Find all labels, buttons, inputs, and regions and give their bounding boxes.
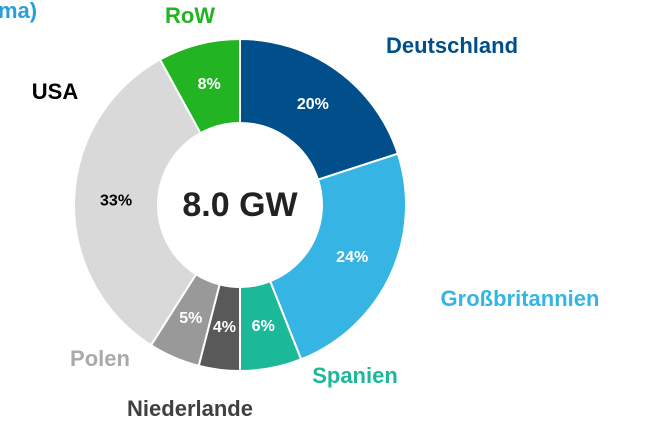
donut-segment	[268, 152, 407, 361]
chart-title: ma)	[0, 0, 37, 23]
donut-segment	[239, 37, 400, 181]
value-label: 8%	[198, 76, 221, 93]
category-label: Niederlande	[127, 396, 253, 421]
category-label: Großbritannien	[441, 286, 600, 311]
donut-segment	[73, 58, 202, 347]
value-label: 20%	[297, 96, 329, 113]
donut-segment	[158, 37, 241, 135]
value-label: 5%	[179, 310, 202, 327]
center-label: 8.0 GW	[182, 186, 298, 224]
value-label: 33%	[100, 192, 132, 209]
value-label: 24%	[336, 249, 368, 266]
category-label: Spanien	[312, 363, 398, 388]
value-label: 4%	[213, 319, 236, 336]
category-label: RoW	[165, 3, 215, 28]
category-label: Polen	[70, 346, 130, 371]
category-label: USA	[32, 79, 79, 104]
category-label: Deutschland	[386, 33, 518, 58]
value-label: 6%	[252, 318, 275, 335]
